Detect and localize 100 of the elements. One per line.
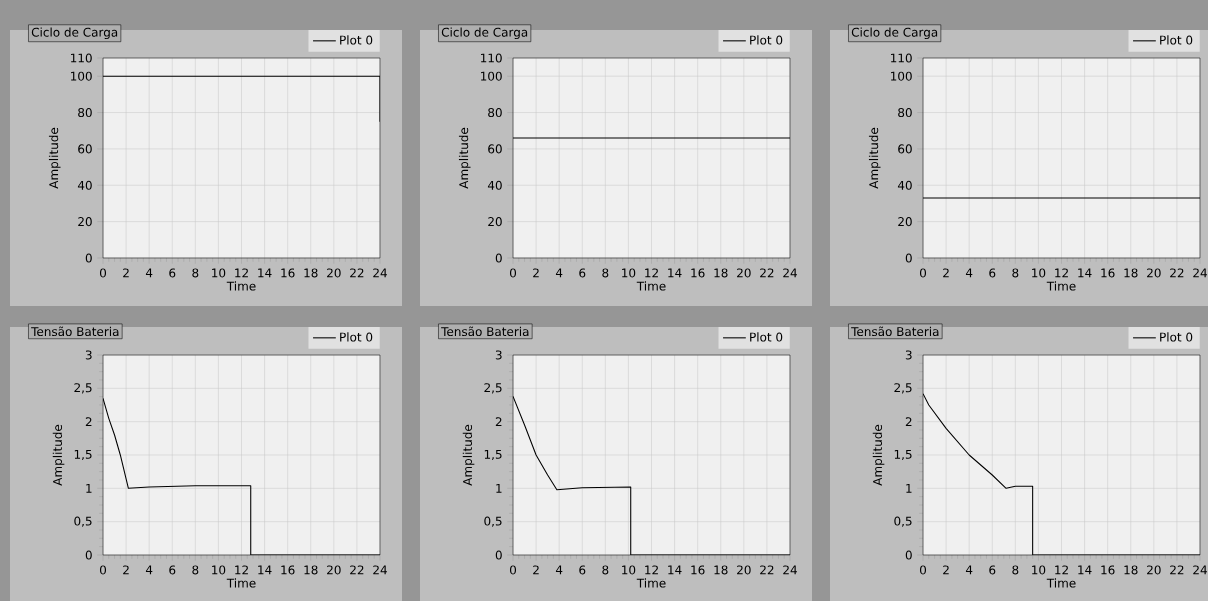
y-tick-label: 0 — [905, 253, 912, 263]
x-tick-label: 6 — [989, 565, 996, 575]
x-tick-label: 18 — [1124, 268, 1138, 278]
y-tick-label: 20 — [898, 217, 912, 227]
y-tick-label: 2,5 — [484, 383, 502, 394]
x-tick-label: 4 — [145, 565, 153, 575]
x-axis-title: Time — [636, 578, 666, 588]
chart-title: Ciclo de Carga — [441, 27, 528, 40]
y-tick-label: 1,5 — [74, 449, 92, 461]
y-tick-label: 40 — [77, 180, 92, 190]
y-tick-label: 0 — [495, 550, 502, 560]
x-tick-label: 22 — [350, 565, 364, 575]
x-tick-label: 6 — [989, 268, 996, 278]
y-tick-label: 100 — [481, 71, 502, 81]
chart-title: Tensão Bateria — [441, 326, 529, 337]
x-tick-label: 16 — [281, 268, 295, 278]
y-tick-label: 40 — [897, 180, 912, 190]
x-tick-label: 18 — [304, 268, 318, 278]
y-axis-title: Amplitude — [48, 127, 61, 189]
y-tick-label: 3 — [905, 350, 912, 360]
x-tick-label: 2 — [943, 565, 949, 575]
y-tick-label: 0 — [905, 550, 912, 560]
x-tick-label: 0 — [99, 565, 107, 575]
y-tick-label: 100 — [71, 71, 92, 81]
x-tick-label: 16 — [1101, 268, 1115, 278]
x-tick-label: 4 — [965, 565, 973, 575]
x-tick-label: 22 — [760, 565, 774, 575]
legend-label: Plot 0 — [1160, 35, 1193, 45]
y-tick-label: 0,5 — [484, 516, 502, 527]
y-axis-title: Amplitude — [52, 424, 65, 486]
y-tick-label: 0,5 — [74, 516, 92, 527]
y-tick-label: 0 — [85, 253, 92, 263]
x-tick-label: 14 — [258, 268, 272, 278]
legend-label: Plot 0 — [340, 35, 373, 45]
y-tick-label: 2 — [85, 417, 92, 427]
y-tick-label: 0 — [495, 253, 502, 263]
x-tick-label: 12 — [645, 268, 658, 278]
x-tick-label: 18 — [1124, 565, 1138, 575]
x-tick-label: 0 — [99, 268, 107, 278]
x-tick-label: 16 — [1101, 565, 1115, 575]
x-tick-label: 10 — [212, 268, 226, 278]
x-tick-label: 8 — [602, 268, 609, 278]
x-tick-label: 4 — [965, 268, 973, 278]
y-tick-label: 1 — [906, 483, 912, 493]
x-tick-label: 14 — [1078, 565, 1092, 575]
x-tick-label: 12 — [645, 565, 658, 575]
y-tick-label: 80 — [488, 108, 502, 118]
x-tick-label: 10 — [622, 268, 636, 278]
x-tick-label: 8 — [192, 268, 199, 278]
legend-label: Plot 0 — [750, 35, 783, 45]
x-tick-label: 12 — [235, 565, 248, 575]
y-tick-label: 100 — [891, 71, 912, 81]
x-tick-label: 2 — [123, 565, 129, 575]
x-tick-label: 20 — [737, 565, 751, 575]
y-tick-label: 2,5 — [74, 383, 92, 394]
y-tick-label: 1,5 — [894, 449, 912, 461]
x-tick-label: 20 — [327, 565, 341, 575]
y-tick-label: 20 — [488, 217, 502, 227]
x-tick-label: 2 — [533, 268, 539, 278]
x-tick-label: 22 — [760, 268, 774, 278]
x-tick-label: 20 — [327, 268, 341, 278]
x-tick-label: 10 — [212, 565, 226, 575]
x-tick-label: 18 — [714, 565, 728, 575]
x-tick-label: 24 — [1193, 565, 1207, 575]
x-tick-label: 8 — [192, 565, 199, 575]
x-tick-label: 10 — [1032, 565, 1046, 575]
y-tick-label: 20 — [78, 217, 92, 227]
x-tick-label: 16 — [691, 565, 705, 575]
chart-title: Tensão Bateria — [31, 326, 119, 337]
y-tick-label: 40 — [487, 180, 502, 190]
x-tick-label: 14 — [258, 565, 272, 575]
x-tick-label: 4 — [555, 565, 563, 575]
x-tick-label: 6 — [169, 268, 176, 278]
x-axis-title: Time — [636, 281, 666, 291]
x-tick-label: 20 — [1147, 268, 1161, 278]
y-tick-label: 110 — [481, 53, 502, 63]
y-tick-label: 110 — [891, 53, 912, 63]
x-tick-label: 16 — [281, 565, 295, 575]
chart-title: Ciclo de Carga — [31, 27, 118, 40]
x-tick-label: 24 — [783, 268, 797, 278]
x-tick-label: 18 — [714, 268, 728, 278]
x-tick-label: 6 — [579, 565, 586, 575]
y-tick-label: 2,5 — [894, 383, 912, 394]
x-tick-label: 24 — [783, 565, 797, 575]
y-tick-label: 1,5 — [484, 449, 502, 461]
x-tick-label: 10 — [622, 565, 636, 575]
x-tick-label: 4 — [145, 268, 153, 278]
legend-label: Plot 0 — [750, 332, 783, 342]
x-tick-label: 6 — [169, 565, 176, 575]
y-tick-label: 2 — [495, 417, 502, 427]
x-tick-label: 16 — [691, 268, 705, 278]
x-tick-label: 10 — [1032, 268, 1046, 278]
x-tick-label: 0 — [919, 565, 927, 575]
y-tick-label: 3 — [85, 350, 92, 360]
x-axis-title: Time — [226, 578, 256, 588]
x-tick-label: 22 — [1170, 565, 1184, 575]
x-tick-label: 8 — [602, 565, 609, 575]
x-tick-label: 22 — [1170, 268, 1184, 278]
legend-label: Plot 0 — [340, 332, 373, 342]
x-tick-label: 12 — [1055, 268, 1068, 278]
